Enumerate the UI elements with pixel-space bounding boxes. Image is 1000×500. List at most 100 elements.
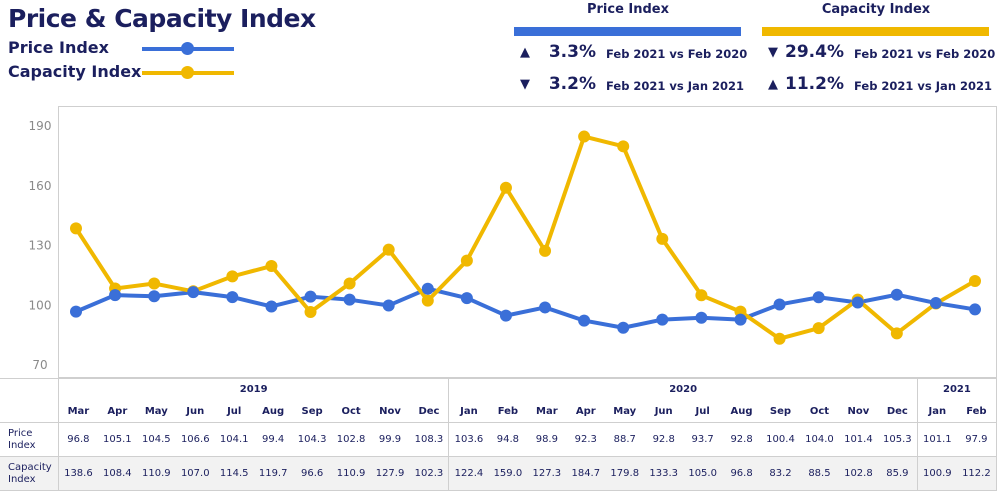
data-point	[421, 282, 434, 295]
table-cell: 105.3	[877, 422, 918, 457]
table-cell: 103.6	[454, 434, 484, 445]
series-line-price	[75, 286, 976, 330]
year-header: 2019	[58, 378, 450, 401]
table-cell: 107.0	[175, 456, 215, 491]
table-cell: 102.3	[409, 456, 450, 491]
data-point	[656, 232, 669, 245]
kpi-label: Feb 2021 vs Jan 2021	[854, 79, 993, 93]
table-cell: 104.3	[297, 434, 327, 445]
table-cell: 97.9	[956, 422, 997, 457]
data-point	[695, 311, 708, 324]
table-cell: 88.5	[799, 456, 839, 491]
month-header: Nov	[847, 405, 870, 417]
table-cell: 110.9	[136, 456, 176, 491]
data-point	[656, 313, 669, 326]
data-table: 2019 2020 2021 Mar Apr May Jun Jul Aug Sep Oct Nov D…	[0, 378, 998, 491]
data-point	[695, 289, 708, 302]
month-header: Dec	[409, 400, 450, 423]
month-header: Feb	[956, 400, 997, 423]
legend-label: Capacity Index	[8, 62, 142, 81]
row-header: Capacity Index	[0, 456, 59, 491]
table-cell: 99.9	[378, 434, 402, 445]
triangle-down-icon: ▼	[768, 45, 778, 60]
month-header: Aug	[262, 405, 285, 417]
table-cell: 127.3	[527, 456, 567, 491]
data-point	[109, 289, 122, 302]
data-point	[460, 254, 473, 267]
legend-capacity: Capacity Index	[8, 62, 141, 81]
legend-price: Price Index	[8, 38, 109, 57]
table-cell: 112.2	[956, 456, 997, 491]
table-cell: 104.5	[141, 434, 171, 445]
kpi-capacity-title: Capacity Index	[821, 2, 931, 17]
data-point	[578, 314, 591, 327]
data-point	[969, 274, 981, 287]
month-header: Oct	[341, 405, 361, 417]
data-point	[304, 306, 317, 319]
year-header: 2021	[917, 378, 998, 401]
data-point	[226, 270, 239, 283]
month-header: Sep	[769, 405, 792, 417]
data-point	[578, 130, 591, 143]
table-cell: 106.6	[180, 434, 210, 445]
page-title: Price & Capacity Index	[8, 4, 316, 33]
y-tick-label: 100	[29, 298, 52, 312]
table-cell: 99.4	[262, 434, 285, 445]
y-tick-label: 70	[32, 358, 47, 372]
kpi-capacity-bar	[762, 27, 989, 36]
table-cell: 104.1	[219, 434, 249, 445]
table-cell: 138.6	[58, 456, 98, 491]
kpi-price-title: Price Index	[586, 2, 670, 17]
table-cell: 102.8	[838, 456, 878, 491]
data-point	[187, 286, 200, 299]
data-point	[539, 301, 552, 314]
data-point	[617, 321, 630, 334]
month-header: Dec	[877, 400, 918, 423]
kpi-price-bar	[514, 27, 741, 36]
triangle-up-icon: ▲	[768, 77, 778, 92]
triangle-down-icon: ▼	[520, 77, 530, 92]
y-tick-label: 160	[29, 179, 52, 193]
data-point	[734, 313, 747, 326]
plot-frame	[58, 106, 997, 378]
triangle-up-icon: ▲	[520, 45, 530, 60]
table-cell: 105.0	[683, 456, 723, 491]
table-cell: 101.4	[844, 434, 873, 445]
table-cell: 108.3	[409, 422, 450, 457]
month-header: Jul	[227, 405, 242, 417]
table-cell: 114.5	[214, 456, 254, 491]
data-point	[812, 322, 825, 335]
data-point	[382, 243, 395, 256]
table-cell: 96.6	[292, 456, 332, 491]
data-point	[773, 332, 786, 345]
month-header: Jul	[695, 405, 710, 417]
month-header: Feb	[497, 405, 519, 417]
data-point	[929, 297, 942, 310]
data-point	[226, 291, 239, 304]
table-cell: 100.9	[917, 456, 957, 491]
data-point	[148, 290, 161, 303]
data-point	[265, 260, 278, 273]
series-line-capacity	[74, 134, 976, 341]
legend-label: Price Index	[8, 38, 109, 57]
legend-price-marker	[181, 42, 194, 55]
table-cell: 133.3	[644, 456, 684, 491]
month-header: Nov	[379, 405, 401, 417]
data-point	[70, 222, 82, 235]
table-cell: 102.8	[336, 434, 366, 445]
table-cell: 85.9	[877, 456, 918, 491]
data-point	[773, 298, 786, 311]
month-header: Apr	[575, 405, 596, 417]
data-point	[343, 293, 356, 306]
month-header: May	[144, 405, 168, 417]
table-cell: 92.3	[574, 434, 597, 445]
data-point	[70, 305, 82, 318]
table-cell: 88.7	[613, 434, 636, 445]
table-cell: 94.8	[496, 434, 520, 445]
data-point	[812, 291, 825, 304]
data-point	[343, 277, 356, 290]
row-header: Price Index	[0, 422, 59, 457]
table-cell: 100.4	[766, 434, 795, 445]
y-tick-label: 130	[29, 239, 52, 253]
table-cell: 104.0	[805, 434, 834, 445]
